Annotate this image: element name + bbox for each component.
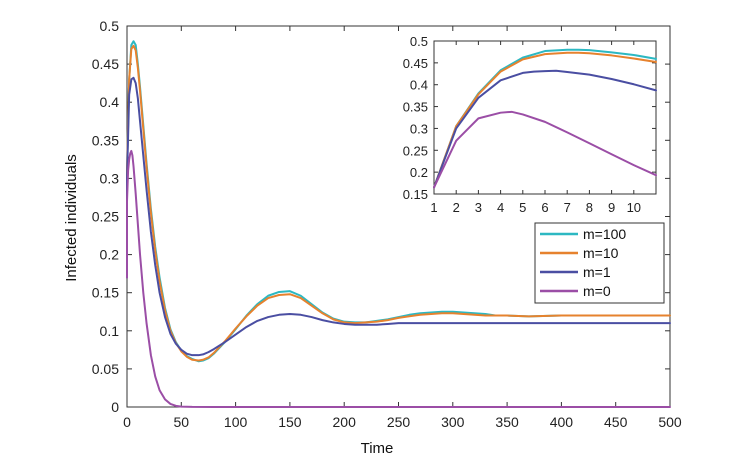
y-axis-label: Infected individuals: [63, 154, 80, 282]
legend-items: m=100 m=10 m=1 m=0: [540, 226, 626, 299]
inset-y-tick-label: 0.4: [410, 78, 428, 93]
legend: m=100 m=10 m=1 m=0: [534, 222, 665, 304]
main-y-tick-label: 0: [111, 399, 119, 415]
inset-y-ticks: 0.15 0.2 0.25 0.3 0.35 0.4 0.45 0.5: [403, 34, 656, 202]
main-x-ticks: 0 50 100 150 200 250 300 350 400 450 500: [123, 26, 682, 430]
inset-x-tick-label: 10: [627, 200, 641, 215]
main-y-tick-label: 0.45: [92, 56, 119, 72]
legend-label-m=1: m=1: [583, 264, 611, 280]
main-series-line-m=0: [126, 149, 671, 408]
main-x-tick-label: 150: [278, 414, 302, 430]
legend-box: [534, 222, 665, 304]
inset-x-tick-label: 6: [541, 200, 548, 215]
inset-y-tick-label: 0.2: [410, 165, 428, 180]
main-x-tick-label: 0: [123, 414, 131, 430]
main-y-tick-label: 0.35: [92, 132, 119, 148]
main-x-tick-label: 200: [333, 414, 357, 430]
main-y-tick-label: 0.25: [92, 209, 119, 225]
main-series-line-m=10: [126, 44, 671, 362]
main-y-tick-label: 0.3: [100, 170, 120, 186]
inset-axes: 1 2 3 4 5 6 7 8 9 10 0.15 0.2 0.25 0.3 0.35 0.4 0.45 0.5: [403, 34, 657, 215]
legend-label-m=0: m=0: [583, 283, 611, 299]
inset-x-tick-label: 4: [497, 200, 504, 215]
inset-y-tick-label: 0.5: [410, 34, 428, 49]
main-series: [126, 40, 671, 408]
main-series-line-m=1: [126, 76, 671, 357]
main-y-tick-label: 0.05: [92, 361, 119, 377]
inset-x-ticks: 1 2 3 4 5 6 7 8 9 10: [430, 41, 641, 215]
inset-series-line-m=1: [433, 69, 657, 189]
main-y-tick-label: 0.2: [100, 247, 120, 263]
main-x-tick-label: 250: [387, 414, 411, 430]
main-y-tick-label: 0.1: [100, 323, 120, 339]
inset-y-tick-label: 0.3: [410, 121, 428, 136]
main-x-tick-label: 450: [604, 414, 628, 430]
x-axis-label: Time: [361, 440, 394, 457]
inset-series-line-m=10: [433, 51, 657, 189]
inset-x-tick-label: 9: [608, 200, 615, 215]
main-x-tick-label: 500: [658, 414, 682, 430]
main-x-tick-label: 50: [174, 414, 190, 430]
main-x-tick-label: 300: [441, 414, 465, 430]
main-y-tick-label: 0.4: [100, 94, 120, 110]
inset-series: [433, 48, 657, 189]
main-y-tick-label: 0.5: [100, 18, 120, 34]
legend-label-m=10: m=10: [583, 245, 619, 261]
inset-x-tick-label: 8: [586, 200, 593, 215]
main-x-tick-label: 350: [495, 414, 519, 430]
inset-y-tick-label: 0.35: [403, 100, 428, 115]
inset-y-tick-label: 0.25: [403, 143, 428, 158]
inset-x-tick-label: 7: [564, 200, 571, 215]
inset-y-tick-label: 0.15: [403, 187, 428, 202]
main-y-tick-label: 0.15: [92, 285, 119, 301]
inset-y-tick-label: 0.45: [403, 56, 428, 71]
inset-series-line-m=0: [433, 110, 657, 189]
inset-x-tick-label: 1: [430, 200, 437, 215]
inset-x-tick-label: 2: [453, 200, 460, 215]
inset-plot-box: [433, 40, 657, 195]
legend-label-m=100: m=100: [583, 226, 626, 242]
main-x-tick-label: 400: [550, 414, 574, 430]
main-x-tick-label: 100: [224, 414, 248, 430]
inset-x-tick-label: 5: [519, 200, 526, 215]
inset-x-tick-label: 3: [475, 200, 482, 215]
